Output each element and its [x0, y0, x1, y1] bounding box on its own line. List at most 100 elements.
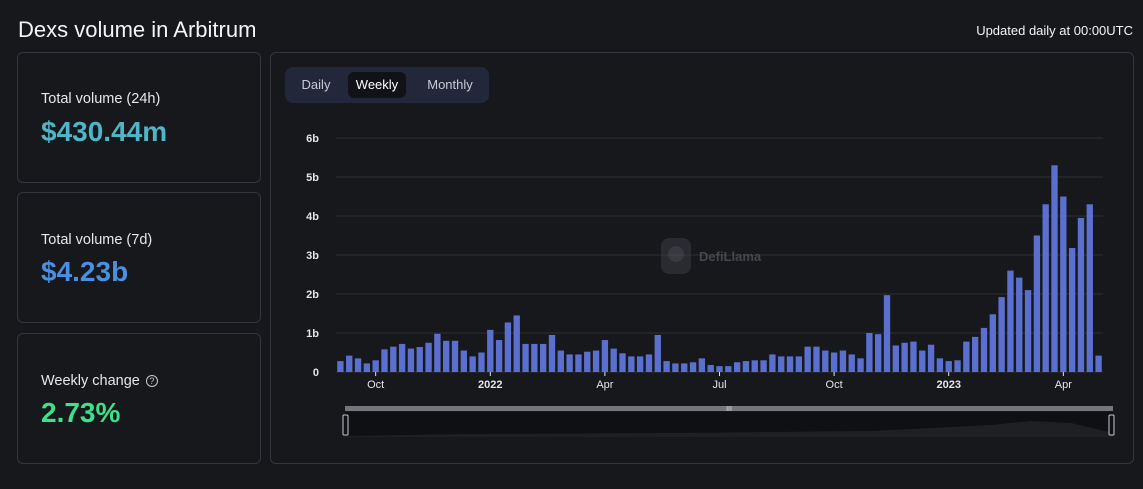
bar[interactable] — [504, 322, 512, 372]
bar[interactable] — [778, 356, 785, 372]
bar[interactable] — [901, 342, 908, 372]
bar[interactable] — [760, 360, 767, 372]
bar[interactable] — [469, 356, 476, 372]
tab-daily[interactable]: Daily — [301, 77, 331, 92]
slider-grip-icon[interactable]: III — [726, 406, 732, 413]
bar[interactable] — [998, 297, 1005, 372]
bar[interactable] — [416, 347, 423, 372]
bar[interactable] — [1077, 217, 1085, 372]
bar[interactable] — [813, 346, 820, 372]
bar[interactable] — [742, 361, 750, 372]
bar[interactable] — [1033, 235, 1041, 373]
bar[interactable] — [839, 350, 847, 372]
bar[interactable] — [487, 329, 494, 372]
bar[interactable] — [645, 354, 653, 372]
bar[interactable] — [398, 343, 406, 372]
tab-monthly[interactable]: Monthly — [427, 77, 473, 92]
bar[interactable] — [892, 345, 899, 372]
bar[interactable] — [513, 315, 520, 372]
bar[interactable] — [1086, 204, 1093, 372]
bar[interactable] — [1060, 196, 1067, 373]
bar[interactable] — [654, 334, 661, 372]
bar[interactable] — [1016, 277, 1023, 372]
bar[interactable] — [354, 358, 362, 372]
bar[interactable] — [1007, 270, 1014, 372]
bar[interactable] — [927, 344, 935, 372]
bar[interactable] — [672, 363, 679, 372]
bar[interactable] — [822, 350, 829, 372]
bar[interactable] — [566, 354, 573, 372]
bar[interactable] — [363, 363, 371, 372]
bar[interactable] — [610, 348, 617, 372]
bar[interactable] — [786, 356, 794, 372]
bar[interactable] — [372, 360, 379, 372]
bar[interactable] — [707, 364, 714, 372]
bar[interactable] — [628, 356, 635, 372]
bar[interactable] — [698, 358, 706, 372]
bar[interactable] — [769, 354, 776, 372]
bar[interactable] — [346, 355, 353, 372]
bar[interactable] — [945, 361, 952, 372]
bar[interactable] — [980, 327, 988, 372]
bar[interactable] — [636, 356, 644, 372]
bar[interactable] — [1095, 355, 1102, 372]
tab-weekly[interactable]: Weekly — [348, 72, 406, 98]
bar[interactable] — [548, 334, 556, 372]
bar[interactable] — [866, 333, 873, 372]
bar[interactable] — [733, 362, 741, 372]
period-tabs: Daily Weekly Monthly — [285, 67, 489, 103]
bar[interactable] — [531, 343, 538, 372]
bar[interactable] — [381, 349, 388, 372]
bar[interactable] — [434, 333, 441, 372]
slider-handle-left[interactable] — [342, 414, 349, 436]
bar[interactable] — [716, 366, 723, 372]
bar[interactable] — [407, 348, 415, 372]
bar[interactable] — [619, 353, 626, 372]
slider-handle-right[interactable] — [1108, 414, 1115, 436]
bar[interactable] — [1042, 204, 1049, 372]
bar[interactable] — [954, 360, 961, 372]
bar[interactable] — [592, 350, 600, 372]
bar[interactable] — [663, 361, 670, 372]
range-slider[interactable]: III — [342, 406, 1115, 437]
bar[interactable] — [540, 343, 547, 372]
slider-track[interactable] — [345, 406, 1113, 411]
bar[interactable] — [848, 354, 855, 372]
bar[interactable] — [804, 346, 811, 372]
bar[interactable] — [478, 352, 485, 373]
bar[interactable] — [795, 356, 803, 372]
bar[interactable] — [910, 341, 917, 372]
bar[interactable] — [425, 342, 432, 372]
bar[interactable] — [936, 358, 944, 372]
bar[interactable] — [1068, 247, 1076, 372]
bar[interactable] — [443, 340, 450, 372]
bar[interactable] — [875, 334, 882, 372]
bar[interactable] — [971, 336, 979, 372]
y-tick-label: 6b — [306, 133, 319, 145]
help-circle-icon[interactable]: ? — [145, 375, 158, 387]
bar[interactable] — [857, 358, 864, 372]
bar[interactable] — [584, 351, 591, 372]
bar[interactable] — [689, 362, 697, 372]
bar[interactable] — [989, 314, 996, 372]
bar[interactable] — [601, 340, 609, 372]
bar[interactable] — [830, 352, 838, 373]
bar[interactable] — [1051, 165, 1058, 372]
stat-label: Total volume (24h) — [41, 91, 161, 107]
bar[interactable] — [883, 295, 891, 372]
bar[interactable] — [681, 363, 688, 372]
bar[interactable] — [451, 340, 459, 372]
bar[interactable] — [919, 350, 926, 372]
bar[interactable] — [575, 354, 582, 372]
bar[interactable] — [495, 340, 503, 372]
x-tick-label: Apr — [596, 379, 613, 391]
bar[interactable] — [963, 341, 970, 372]
bar[interactable] — [460, 350, 468, 372]
bar[interactable] — [725, 366, 732, 372]
bar[interactable] — [522, 343, 529, 372]
bar[interactable] — [337, 361, 344, 372]
bar[interactable] — [557, 350, 564, 372]
bar[interactable] — [390, 346, 397, 372]
bar[interactable] — [751, 360, 758, 372]
bar[interactable] — [1024, 290, 1032, 372]
